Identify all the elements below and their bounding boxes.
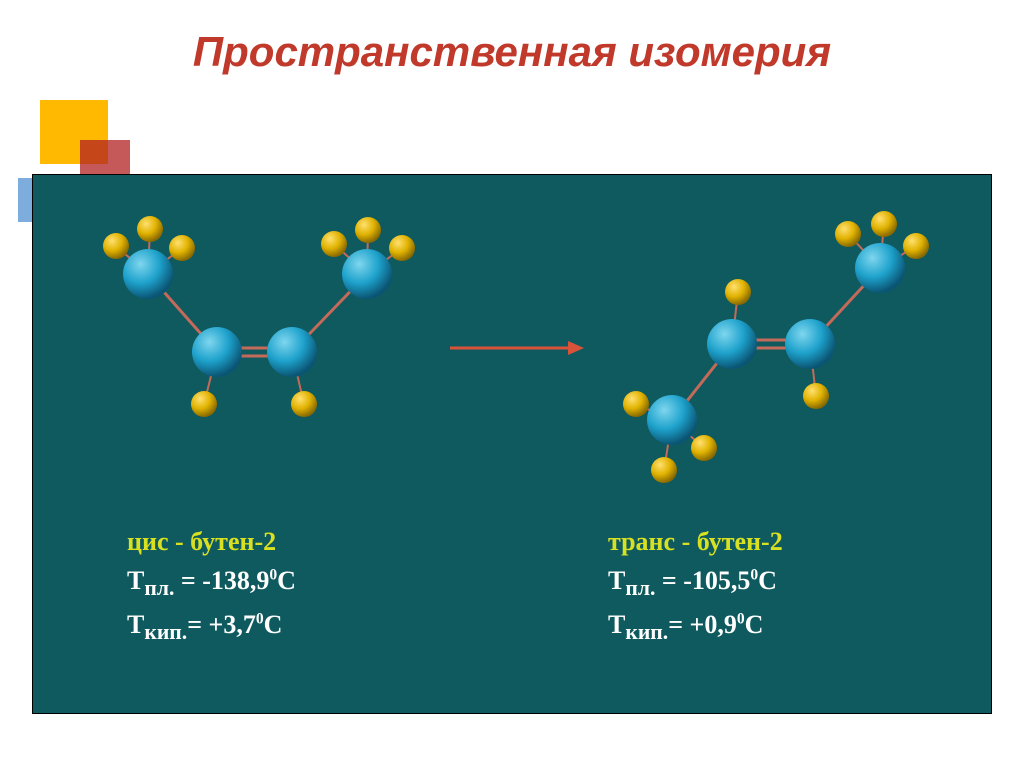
cis-label: цис - бутен-2 Тпл. = -138,90C Ткип.= +3,… (127, 522, 296, 648)
trans-name: транс - бутен-2 (608, 522, 783, 561)
trans-t-melt: Тпл. = -105,50C (608, 561, 783, 605)
cis-t-boil: Ткип.= +3,70C (127, 605, 296, 649)
page-title: Пространственная изомерия (0, 28, 1024, 76)
cis-name: цис - бутен-2 (127, 522, 296, 561)
trans-label: транс - бутен-2 Тпл. = -105,50C Ткип.= +… (608, 522, 783, 648)
trans-t-boil: Ткип.= +0,90C (608, 605, 783, 649)
cis-t-melt: Тпл. = -138,90C (127, 561, 296, 605)
